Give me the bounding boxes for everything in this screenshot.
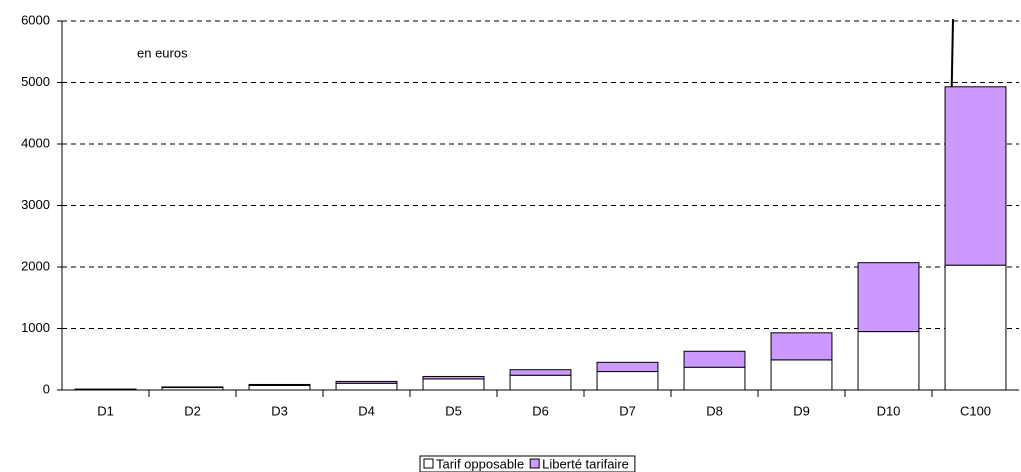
bar-segment: [944, 86, 1007, 266]
bar-segment: [335, 380, 398, 384]
bar-segment: [857, 262, 920, 333]
bar-segment: [422, 375, 485, 380]
y-tick-label: 2000: [21, 258, 50, 273]
bar-segment: [248, 383, 311, 386]
y-tick-label: 3000: [21, 197, 50, 212]
x-tick-label: D7: [619, 403, 636, 418]
x-tick-label: D9: [793, 403, 810, 418]
bar-segment: [596, 361, 659, 373]
bar-segment: [422, 378, 485, 391]
y-tick-label: 0: [43, 381, 50, 396]
x-tick-label: D2: [184, 403, 201, 418]
legend-swatch: [423, 458, 434, 469]
bar-segment: [248, 384, 311, 391]
x-tick-label: C100: [960, 403, 991, 418]
y-tick-label: 5000: [21, 74, 50, 89]
legend-label: Tarif opposable: [436, 456, 524, 471]
bar-segment: [944, 264, 1007, 391]
legend-swatch: [529, 458, 540, 469]
bar-segment: [857, 331, 920, 391]
bar-segment: [596, 371, 659, 391]
bar-segment: [509, 369, 572, 376]
x-tick-label: D1: [97, 403, 114, 418]
bar-segment: [161, 386, 224, 389]
x-tick-label: D8: [706, 403, 723, 418]
y-tick-label: 4000: [21, 135, 50, 150]
bar-segment: [335, 382, 398, 391]
legend-label: Liberté tarifaire: [542, 456, 629, 471]
bar-segment: [509, 374, 572, 391]
x-tick-label: D5: [445, 403, 462, 418]
x-tick-label: D6: [532, 403, 549, 418]
y-tick-label: 1000: [21, 320, 50, 335]
bar-segment: [683, 350, 746, 368]
bar-segment: [770, 332, 833, 361]
x-tick-label: D10: [877, 403, 901, 418]
x-tick-label: D3: [271, 403, 288, 418]
bar-segment: [683, 366, 746, 391]
y-tick-label: 6000: [21, 12, 50, 27]
legend-box: [419, 455, 636, 472]
x-tick-label: D4: [358, 403, 375, 418]
annotation: en euros: [137, 45, 188, 60]
bar-segment: [770, 359, 833, 391]
